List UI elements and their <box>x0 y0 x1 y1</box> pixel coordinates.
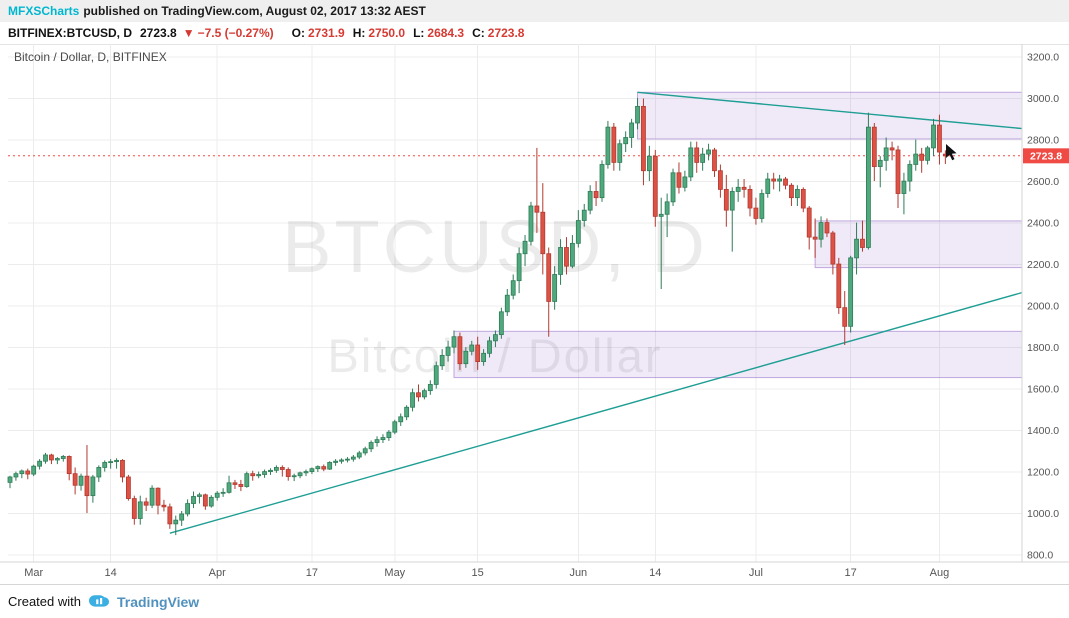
svg-text:2723.8: 2723.8 <box>1030 151 1062 163</box>
chart-region: BTCUSD, D Bitcoin / Dollar 3200.0 3000.0 280… <box>0 44 1069 585</box>
time-axis-label: May <box>384 567 405 579</box>
time-axis-label: 17 <box>306 567 318 579</box>
time-axis-label: Aug <box>930 567 950 579</box>
low-value: 2684.3 <box>427 26 465 40</box>
price-down-arrow-icon: ▼ <box>182 26 195 40</box>
price-axis-label: 2400.0 <box>1027 218 1059 230</box>
open-value: 2731.9 <box>308 26 345 40</box>
created-with-text: Created with <box>8 594 81 609</box>
high-value: 2750.0 <box>368 26 406 40</box>
tradingview-logo-icon[interactable] <box>88 594 110 609</box>
publication-text: published on TradingView.com, August 02,… <box>83 4 426 18</box>
price-axis-label: 1200.0 <box>1027 467 1059 479</box>
high-label: H: <box>352 26 366 40</box>
time-axis-label: Jun <box>569 567 587 579</box>
time-axis-label: Apr <box>209 567 226 579</box>
grid-lines <box>8 44 1022 562</box>
price-axis-label: 2800.0 <box>1027 135 1059 147</box>
last-price-tag: 2723.8 <box>1023 148 1069 164</box>
publication-bar: MFXSCharts published on TradingView.com,… <box>0 0 1069 22</box>
mouse-cursor-icon <box>946 144 957 161</box>
price-axis-label: 3200.0 <box>1027 52 1059 64</box>
support-zone-low <box>453 330 1023 379</box>
low-label: L: <box>413 26 425 40</box>
ascending-trendline <box>169 291 1023 534</box>
last-price: 2723.8 <box>140 26 177 40</box>
price-axis-label: 2000.0 <box>1027 301 1059 313</box>
price-axis-label: 1000.0 <box>1027 508 1059 520</box>
close-label: C: <box>472 26 485 40</box>
chart-legend[interactable]: Bitcoin / Dollar, D, BITFINEX <box>14 50 167 64</box>
descending-trendline <box>637 91 1023 130</box>
time-axis-label: Jul <box>749 567 763 579</box>
time-axis-label: 15 <box>472 567 484 579</box>
time-axis-label: 14 <box>105 567 117 579</box>
close-value: 2723.8 <box>487 26 525 40</box>
time-axis[interactable]: Mar 14 Apr 17 May 15 Jun 14 Jul 17 Aug <box>24 567 949 579</box>
publisher-name[interactable]: MFXSCharts <box>8 4 80 18</box>
time-axis-label: 14 <box>649 567 661 579</box>
footer-attribution: Created with TradingView <box>0 585 1069 618</box>
price-axis[interactable]: 3200.0 3000.0 2800.0 2600.0 2400.0 2200.0 2000… <box>1027 52 1059 562</box>
symbol-info-bar: BITFINEX:BTCUSD, D 2723.8 ▼ −7.5 (−0.27%… <box>0 22 1069 44</box>
price-axis-label: 1600.0 <box>1027 384 1059 396</box>
symbol-name[interactable]: BITFINEX:BTCUSD, D <box>8 26 132 40</box>
svg-text:BTCUSD, D: BTCUSD, D <box>282 205 708 288</box>
price-axis-label: 800.0 <box>1027 550 1053 562</box>
resistance-zone-top <box>637 91 1023 140</box>
price-change: −7.5 (−0.27%) <box>197 26 274 40</box>
open-label: O: <box>291 26 305 40</box>
time-axis-label: 17 <box>845 567 857 579</box>
time-axis-label: Mar <box>24 567 43 579</box>
support-zone-mid <box>814 220 1023 269</box>
price-axis-label: 1800.0 <box>1027 342 1059 354</box>
price-axis-label: 1400.0 <box>1027 425 1059 437</box>
price-axis-label: 2600.0 <box>1027 176 1059 188</box>
candlestick-series <box>7 98 948 536</box>
price-axis-label: 3000.0 <box>1027 93 1059 105</box>
tradingview-brand-link[interactable]: TradingView <box>116 593 200 610</box>
price-axis-label: 2200.0 <box>1027 259 1059 271</box>
